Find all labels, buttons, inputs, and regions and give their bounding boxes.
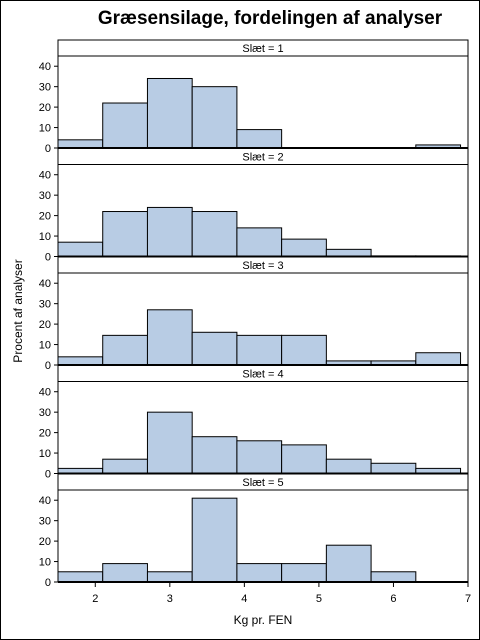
y-tick-label: 30: [39, 407, 51, 419]
y-tick-label: 0: [45, 469, 51, 481]
y-tick-label: 0: [45, 360, 51, 372]
y-tick-label: 40: [39, 387, 51, 399]
histogram-bar: [236, 334, 283, 366]
histogram-bar: [281, 334, 327, 366]
x-tick-label: 4: [241, 593, 247, 605]
y-tick-label: 30: [39, 516, 51, 528]
x-tick-label: 7: [465, 593, 471, 605]
histogram-bar: [236, 563, 283, 583]
y-tick-label: 20: [39, 428, 51, 440]
histogram-bar: [281, 444, 327, 474]
x-tick-label: 6: [390, 593, 396, 605]
y-tick-label: 20: [39, 319, 51, 331]
histogram-bar: [146, 77, 193, 149]
y-tick-label: 0: [45, 143, 51, 155]
panel-label: Slæt = 2: [242, 152, 283, 164]
x-tick-label: 3: [167, 593, 173, 605]
histogram-bar: [191, 497, 238, 583]
histogram-bar: [370, 462, 417, 474]
histogram-bar: [102, 563, 148, 583]
y-tick-label: 10: [39, 340, 51, 352]
histogram-bar: [236, 129, 283, 149]
histogram-bar: [102, 102, 148, 149]
y-tick-label: 40: [39, 278, 51, 290]
histogram-bar: [191, 436, 238, 475]
y-tick-label: 30: [39, 299, 51, 311]
histogram-bar: [57, 139, 104, 149]
histogram-bar: [325, 544, 372, 583]
histogram-bar: [57, 571, 104, 583]
histogram-bar: [325, 458, 372, 475]
y-tick-label: 20: [39, 536, 51, 548]
y-tick-label: 40: [39, 495, 51, 507]
y-tick-label: 30: [39, 82, 51, 94]
histogram-bar: [415, 352, 462, 366]
y-tick-label: 10: [39, 123, 51, 135]
y-tick-label: 20: [39, 102, 51, 114]
panel-label: Slæt = 4: [242, 369, 283, 381]
histogram-bar: [191, 86, 238, 149]
chart-title: Græsensilage, fordelingen af analyser: [97, 8, 443, 29]
y-tick-label: 10: [39, 557, 51, 569]
y-tick-label: 30: [39, 190, 51, 202]
histogram-bar: [236, 440, 283, 474]
x-tick-label: 2: [92, 593, 98, 605]
histogram-bar: [57, 356, 104, 366]
y-tick-label: 0: [45, 252, 51, 264]
histogram-bar: [146, 309, 193, 366]
y-tick-label: 10: [39, 231, 51, 243]
y-tick-label: 40: [39, 61, 51, 73]
y-tick-label: 20: [39, 211, 51, 223]
histogram-bar: [281, 563, 327, 583]
panel-label: Slæt = 3: [242, 260, 283, 272]
histogram-bar: [146, 206, 193, 257]
histogram-bar: [102, 458, 148, 475]
histogram-bar: [281, 238, 327, 257]
panel-label: Slæt = 1: [242, 43, 283, 55]
histogram-bar: [146, 571, 193, 583]
histogram-bar: [146, 411, 193, 474]
y-axis-label: Procent af analyser: [11, 259, 25, 362]
y-tick-label: 0: [45, 577, 51, 589]
histogram-bar: [370, 571, 417, 583]
panel-label: Slæt = 5: [242, 477, 283, 489]
histogram-bar: [191, 211, 238, 257]
histogram-bar: [102, 211, 148, 257]
histogram-bar: [325, 248, 372, 258]
histogram-bar: [57, 241, 104, 257]
histogram-bar: [102, 334, 148, 366]
y-tick-label: 10: [39, 448, 51, 460]
histogram-bar: [236, 227, 283, 257]
y-tick-label: 40: [39, 170, 51, 182]
x-tick-label: 5: [316, 593, 322, 605]
histogram-bar: [191, 331, 238, 366]
x-axis-label: Kg pr. FEN: [234, 613, 293, 627]
